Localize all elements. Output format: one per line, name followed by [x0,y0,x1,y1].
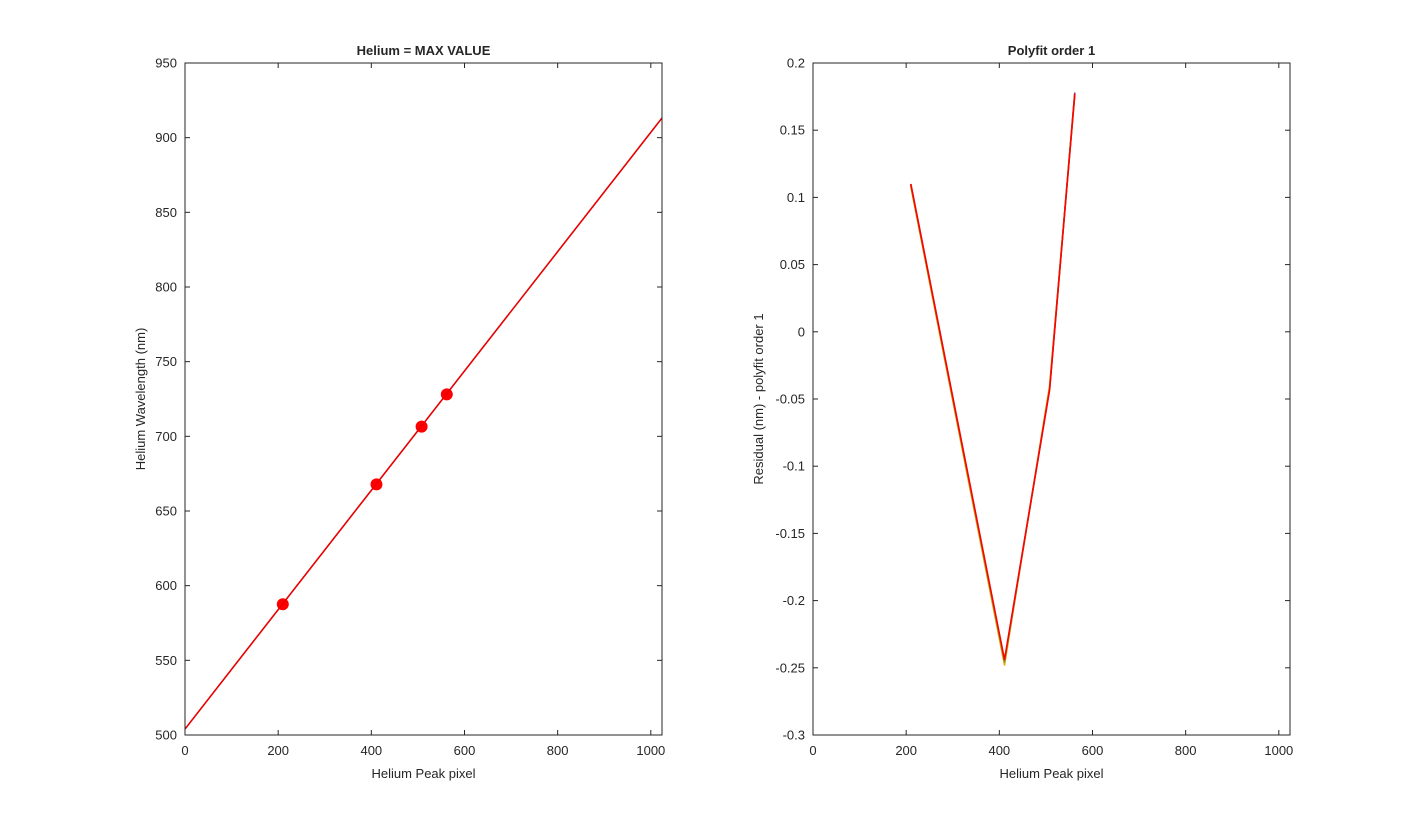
y-tick-label: 0.1 [787,190,805,205]
y-tick-label: -0.3 [783,728,805,743]
left-axes: 0 200 400 600 800 1000 500 550 600 650 700 750 800 85… [133,43,665,781]
plot-area-0 [185,117,662,730]
y-tick-label: 550 [155,653,177,668]
x-axis-label: Helium Peak pixel [371,766,475,781]
y-tick-label: -0.1 [783,459,805,474]
y-tick-label: 650 [155,504,177,519]
series-line-3 [910,93,1076,661]
y-tick-label: 800 [155,280,177,295]
y-tick-label: -0.25 [775,660,805,675]
y-tick-label: 700 [155,429,177,444]
y-tick-label: 850 [155,205,177,220]
y-tick-label: 900 [155,130,177,145]
axes-box [184,62,663,736]
y-tick-label: -0.15 [775,526,805,541]
y-axis-label: Helium Wavelength (nm) [133,328,148,471]
y-tick-label: -0.05 [775,392,805,407]
x-tick-label: 600 [454,743,476,758]
y-tick-label: 0.2 [787,56,805,71]
x-tick-label: 1000 [1264,743,1293,758]
y-tick-label: -0.2 [783,593,805,608]
plot-area-1 [910,92,1076,666]
x-tick-label: 400 [360,743,382,758]
x-tick-label: 800 [547,743,569,758]
series-line-1 [185,117,662,730]
x-tick-label: 200 [895,743,917,758]
y-tick-label: 0.05 [780,257,805,272]
chart-title: Polyfit order 1 [1008,43,1095,58]
y-axis-label: Residual (nm) - polyfit order 1 [751,313,766,484]
x-tick-label: 0 [809,743,816,758]
right-axes: 0 200 400 600 800 1000 -0.3 -0.25 -0.2 -0.15 -0.1 -… [751,43,1293,781]
chart-title: Helium = MAX VALUE [357,43,491,58]
x-tick-label: 800 [1175,743,1197,758]
y-tick-label: 750 [155,354,177,369]
y-tick-label: 500 [155,728,177,743]
y-tick-label: 600 [155,578,177,593]
x-tick-label: 600 [1082,743,1104,758]
y-tick-label: 0 [798,324,805,339]
y-tick-label: 0.15 [780,123,805,138]
axes-box [812,62,1291,736]
x-tick-label: 400 [988,743,1010,758]
x-tick-label: 200 [267,743,289,758]
x-tick-label: 1000 [636,743,665,758]
y-tick-label: 950 [155,56,177,71]
x-tick-label: 0 [181,743,188,758]
x-axis-label: Helium Peak pixel [999,766,1103,781]
